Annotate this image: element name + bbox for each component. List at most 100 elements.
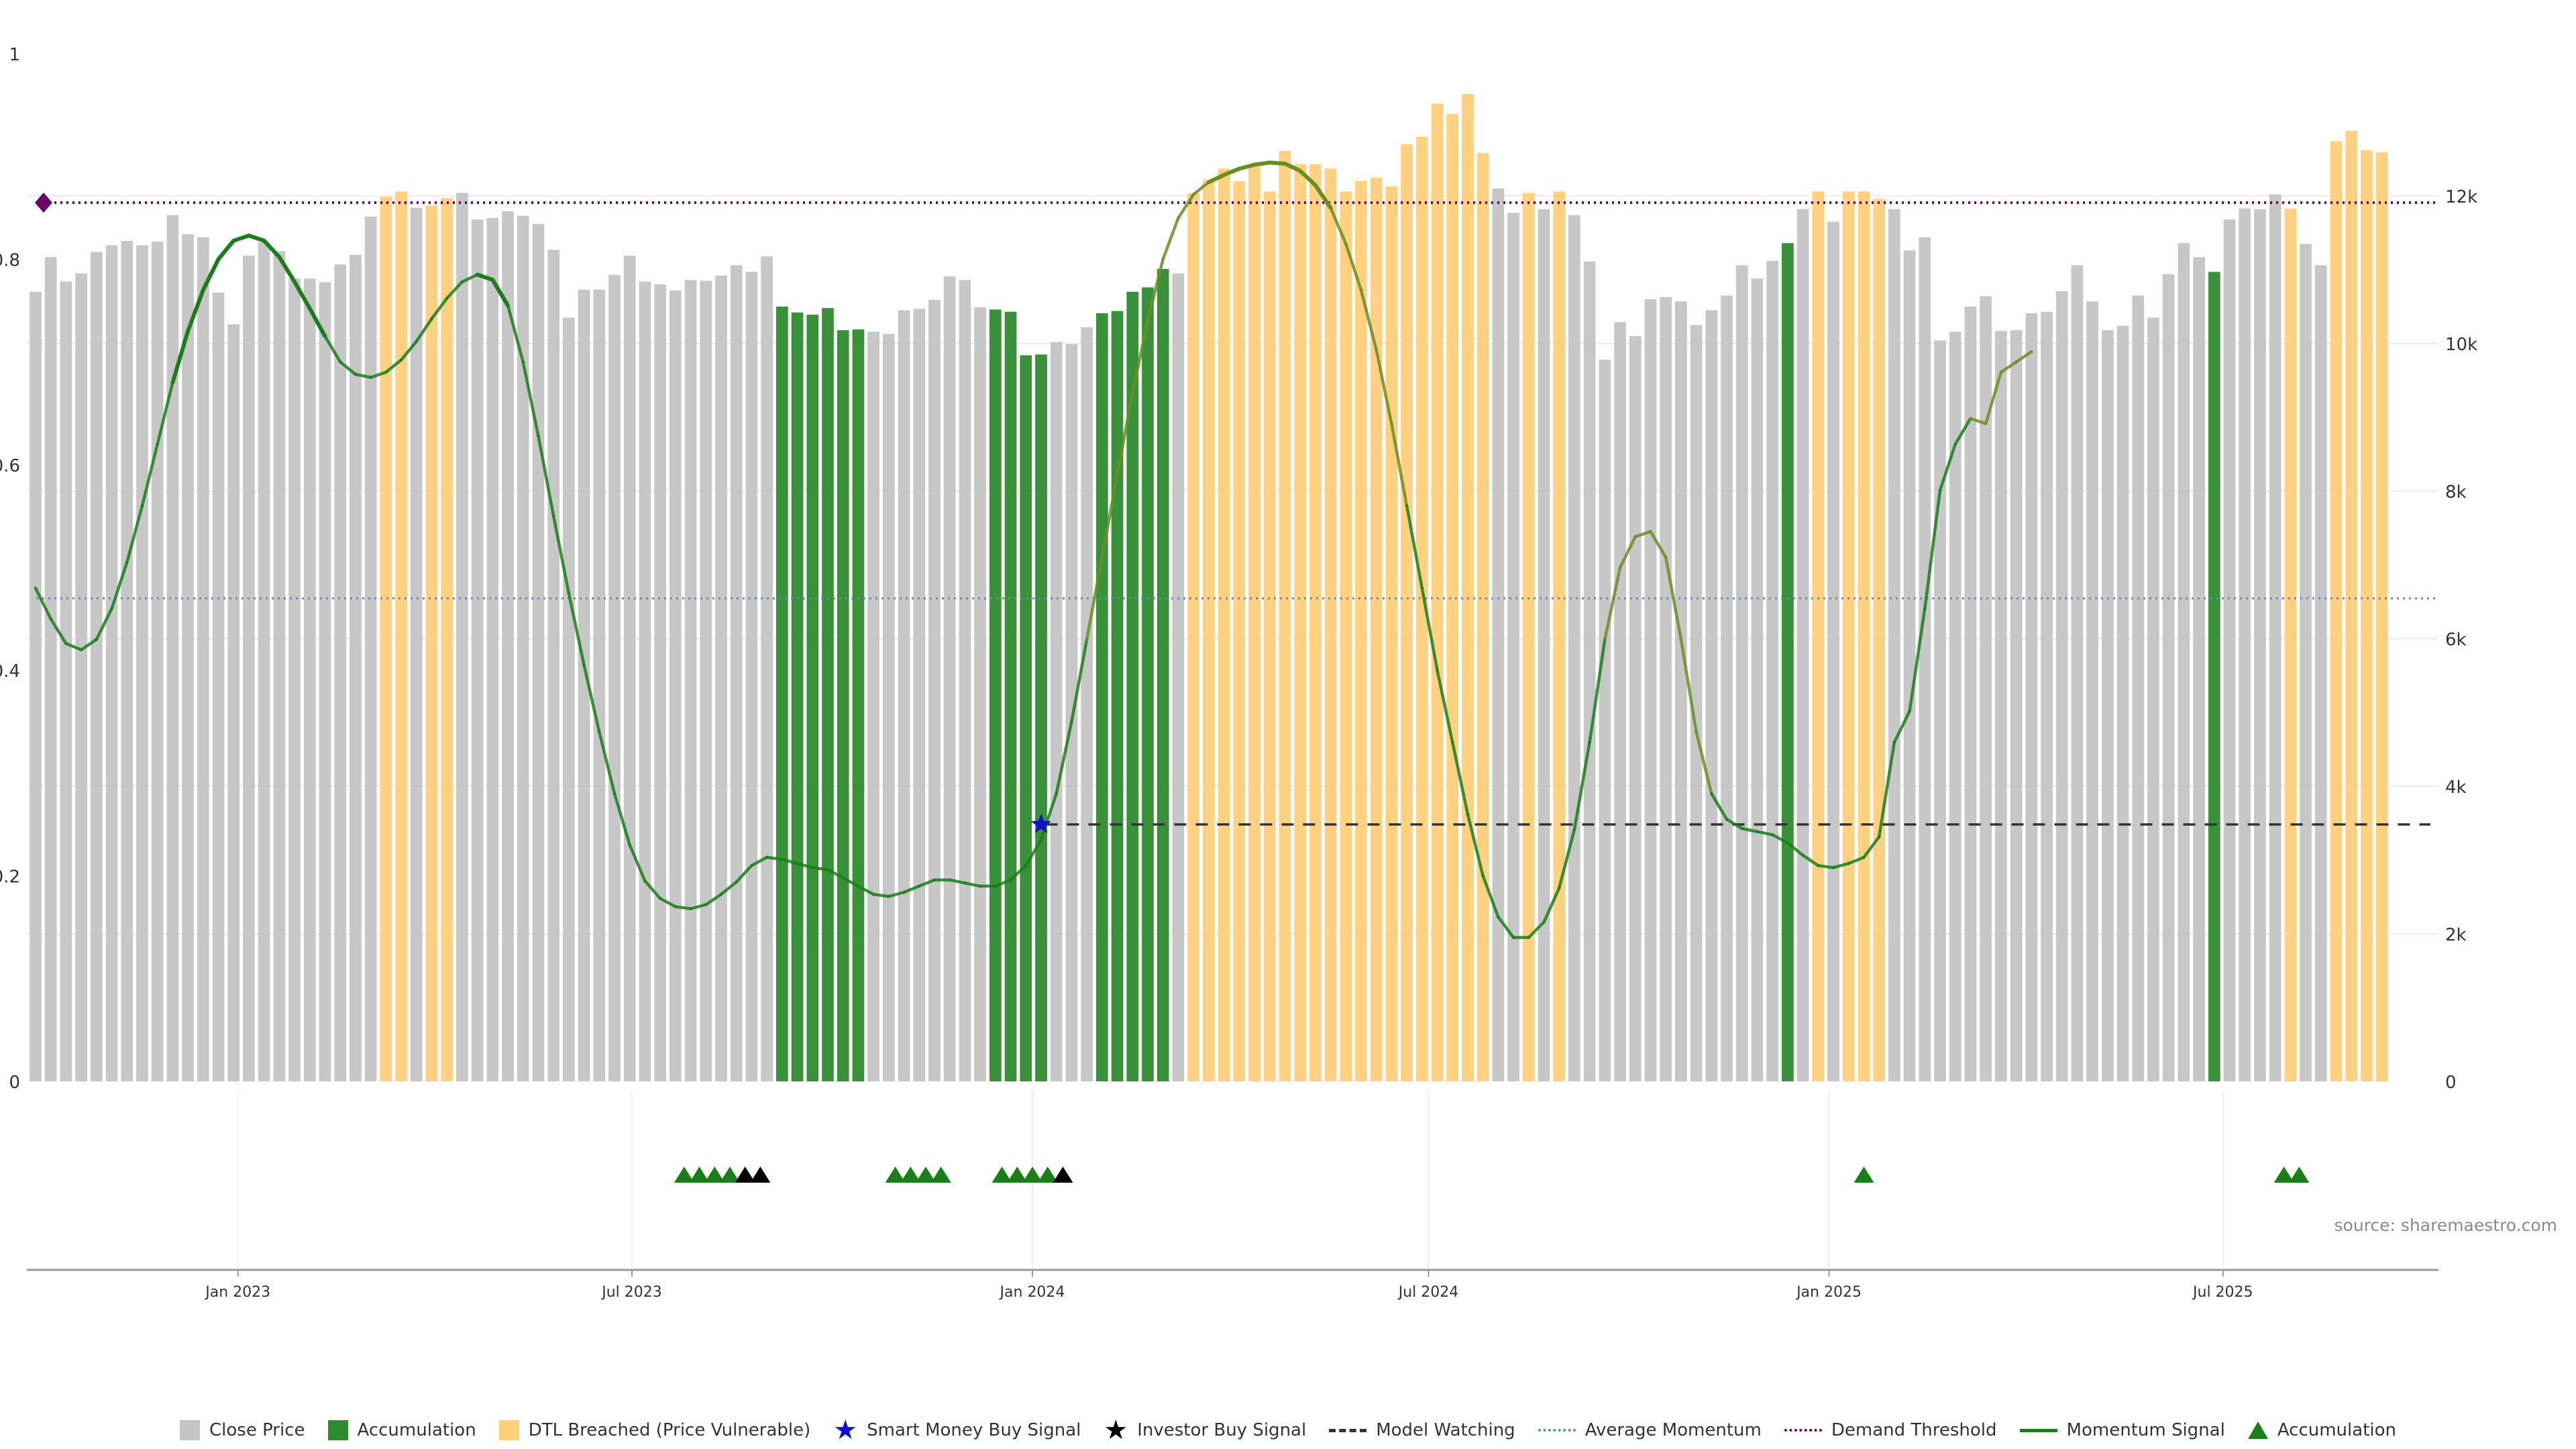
price-bar bbox=[959, 280, 971, 1081]
accumulation-marker bbox=[1007, 1167, 1028, 1183]
price-bar bbox=[1126, 292, 1139, 1081]
price-bar bbox=[151, 241, 164, 1082]
price-bar bbox=[1294, 164, 1306, 1082]
price-bar bbox=[928, 300, 941, 1082]
price-bar bbox=[1187, 193, 1199, 1082]
price-bar bbox=[410, 207, 423, 1082]
price-bar bbox=[1796, 209, 1809, 1081]
momentum-segment bbox=[384, 358, 403, 374]
momentum-segment bbox=[1206, 172, 1226, 184]
price-bar bbox=[715, 275, 727, 1081]
price-bar bbox=[1980, 296, 1992, 1082]
momentum-segment bbox=[1679, 637, 1698, 734]
price-bar bbox=[791, 312, 804, 1081]
price-bar bbox=[1614, 322, 1626, 1082]
momentum-segment bbox=[537, 434, 555, 518]
axes: 0 0.2 0.4 0.6 0.8 1 0 2k 4k 6k 8k 10k 12k Jan 2023 Jul… bbox=[0, 45, 2477, 1301]
price-bar bbox=[2147, 317, 2159, 1081]
price-bar bbox=[1020, 355, 1032, 1081]
momentum-segment bbox=[674, 905, 692, 910]
triangle-icon bbox=[2247, 1421, 2268, 1439]
price-bar bbox=[1507, 213, 1519, 1081]
price-bar bbox=[1248, 165, 1260, 1081]
price-bar bbox=[2375, 152, 2388, 1082]
momentum-segment bbox=[125, 504, 144, 564]
momentum-segment bbox=[1497, 915, 1515, 939]
price-bar bbox=[1994, 331, 2007, 1081]
price-bar bbox=[654, 284, 667, 1081]
price-bar bbox=[197, 237, 209, 1082]
price-bar bbox=[425, 205, 438, 1081]
price-bar bbox=[1858, 191, 1870, 1081]
price-bar bbox=[1279, 150, 1291, 1081]
momentum-segment bbox=[1405, 504, 1424, 590]
price-bar bbox=[2132, 295, 2145, 1081]
price-bar bbox=[578, 289, 590, 1082]
legend-item: DTL Breached (Price Vulnerable) bbox=[498, 1420, 810, 1440]
price-bar bbox=[1142, 287, 1154, 1081]
momentum-segment bbox=[643, 879, 662, 900]
momentum-segment bbox=[1969, 417, 1988, 425]
momentum-segment bbox=[307, 306, 327, 339]
price-bar bbox=[2071, 265, 2084, 1081]
price-bar bbox=[1735, 265, 1748, 1081]
price-bar bbox=[1370, 177, 1383, 1081]
left-axis-tick-label: 0.2 bbox=[0, 867, 20, 888]
momentum-segment bbox=[902, 884, 921, 894]
price-bar bbox=[30, 292, 42, 1081]
momentum-segment bbox=[1298, 168, 1318, 188]
price-bar bbox=[1903, 250, 1916, 1081]
price-bar bbox=[1065, 344, 1078, 1081]
price-bar bbox=[75, 273, 87, 1081]
price-bar bbox=[303, 278, 316, 1082]
accumulation-marker bbox=[1854, 1167, 1874, 1183]
legend-swatch bbox=[327, 1420, 348, 1440]
momentum-segment bbox=[506, 304, 525, 364]
price-bar bbox=[1873, 199, 1885, 1081]
accumulation-marker bbox=[1022, 1167, 1042, 1183]
investor-buy-marker bbox=[1053, 1167, 1073, 1183]
right-axis-tick-label: 12k bbox=[2445, 187, 2477, 207]
momentum-segment bbox=[780, 857, 799, 865]
price-bar bbox=[1431, 103, 1444, 1081]
price-bar bbox=[227, 324, 240, 1081]
price-bar bbox=[822, 308, 834, 1082]
price-bar bbox=[364, 216, 377, 1081]
price-bar bbox=[2116, 325, 2129, 1082]
price-bar bbox=[684, 280, 697, 1081]
legend-item: Demand Threshold bbox=[1784, 1420, 1997, 1440]
momentum-segment bbox=[1786, 841, 1805, 857]
momentum-segment bbox=[277, 255, 297, 284]
momentum-segment bbox=[323, 335, 342, 364]
momentum-segment bbox=[95, 607, 113, 641]
price-bar bbox=[1964, 307, 1977, 1081]
price-bar bbox=[2010, 330, 2023, 1082]
momentum-segment bbox=[1542, 886, 1561, 924]
price-bar bbox=[517, 215, 529, 1082]
price-bar bbox=[319, 282, 331, 1082]
price-bar bbox=[2025, 313, 2038, 1081]
price-bar bbox=[44, 257, 57, 1081]
price-bar bbox=[1462, 94, 1474, 1082]
price-bar bbox=[2178, 243, 2190, 1081]
momentum-segment bbox=[1847, 855, 1866, 865]
price-bar bbox=[898, 310, 910, 1081]
price-bar bbox=[2330, 141, 2343, 1082]
momentum-segment bbox=[354, 372, 372, 379]
price-bar bbox=[1095, 313, 1108, 1081]
price-bar bbox=[1522, 193, 1535, 1082]
momentum-segment bbox=[49, 617, 68, 645]
momentum-segment bbox=[445, 280, 464, 300]
right-axis-tick-label: 10k bbox=[2445, 335, 2477, 355]
price-bar bbox=[2162, 274, 2175, 1082]
momentum-segment bbox=[1725, 818, 1743, 830]
price-bar bbox=[1644, 299, 1657, 1081]
momentum-segment bbox=[567, 592, 586, 667]
momentum-segment bbox=[750, 855, 769, 867]
momentum-segment bbox=[1588, 637, 1607, 744]
momentum-segment bbox=[201, 257, 221, 292]
momentum-segment bbox=[140, 442, 159, 508]
momentum-segment bbox=[1420, 586, 1439, 672]
momentum-segment bbox=[735, 864, 753, 884]
